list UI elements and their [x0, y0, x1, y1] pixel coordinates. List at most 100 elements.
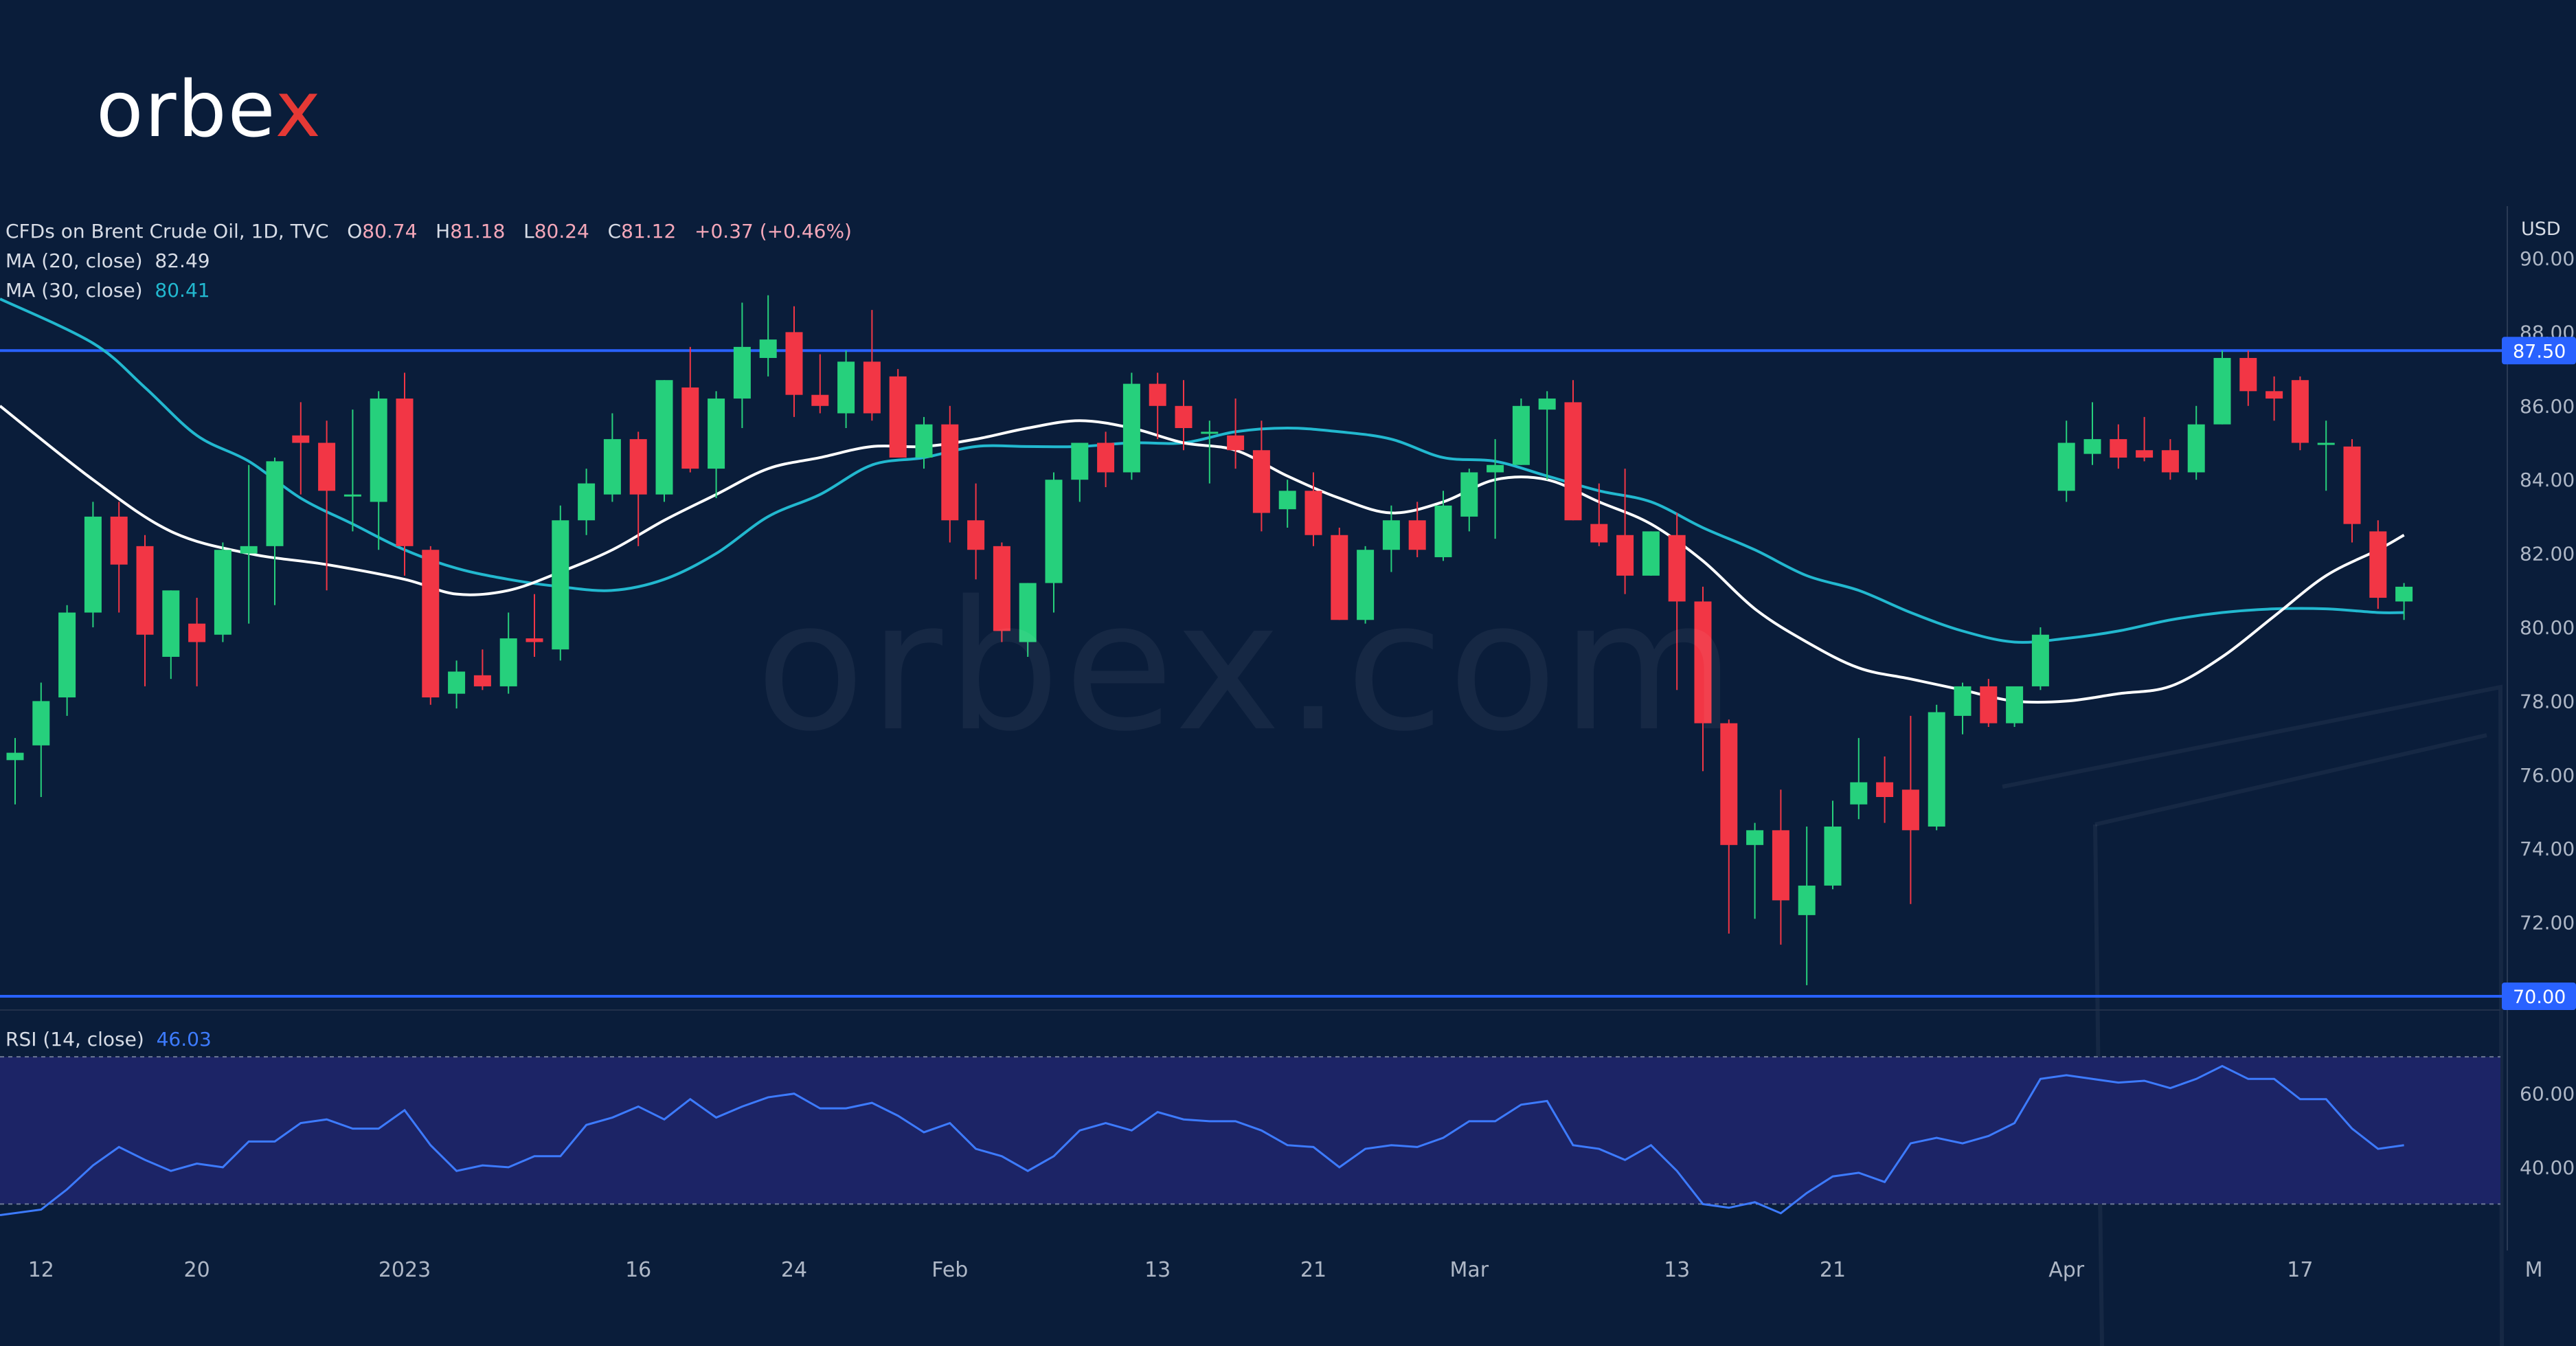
- price-tick-label: 86.00: [2520, 395, 2575, 418]
- change-value: +0.37 (+0.46%): [694, 220, 852, 243]
- close-label: C: [607, 220, 622, 243]
- candle-down: [2343, 439, 2361, 543]
- candle-body: [2110, 439, 2127, 458]
- open-label: O: [347, 220, 363, 243]
- candle-down: [1668, 513, 1686, 691]
- candle-body: [1512, 405, 1530, 465]
- candle-body: [1382, 520, 1400, 550]
- time-axis[interactable]: 12 20 2023 16 24 Feb 13 21 Mar 13 21 Apr 17 M: [28, 1258, 2543, 1282]
- symbol-name: CFDs on Brent Crude Oil, 1D, TVC: [5, 220, 329, 243]
- candle-body: [343, 494, 361, 497]
- time-tick-label: Apr: [2048, 1258, 2085, 1282]
- ma30-label: MA (30, close): [5, 279, 143, 302]
- time-tick-label: 21: [1300, 1258, 1326, 1282]
- candle-body: [1278, 491, 1296, 510]
- symbol-legend[interactable]: CFDs on Brent Crude Oil, 1D, TVC O80.74 …: [5, 220, 852, 243]
- ma30-legend[interactable]: MA (30, close) 80.41: [5, 279, 210, 302]
- open-value: 80.74: [362, 220, 418, 243]
- orbex-logo[interactable]: orbex: [96, 65, 322, 155]
- price-axis[interactable]: USD90.0088.0086.0084.0082.0080.0078.0076…: [0, 206, 2575, 1250]
- rsi-legend[interactable]: RSI (14, close) 46.03: [5, 1028, 212, 1051]
- candle-down: [526, 594, 543, 657]
- candle-up: [2187, 405, 2205, 480]
- rsi-value: 46.03: [156, 1028, 212, 1051]
- logo-x: x: [275, 65, 322, 155]
- time-tick-label: 17: [2287, 1258, 2313, 1282]
- candle-up: [2006, 686, 2024, 727]
- candle-up: [1954, 682, 1971, 734]
- candle-body: [2161, 450, 2179, 473]
- candle-down: [396, 372, 414, 576]
- candle-down: [1694, 586, 1712, 772]
- candle-body: [2031, 634, 2049, 686]
- candle-body: [473, 675, 491, 686]
- candle-body: [915, 424, 933, 458]
- candle-down: [811, 354, 829, 414]
- candle-body: [578, 483, 596, 521]
- candle-down: [2239, 350, 2257, 406]
- candle-body: [110, 516, 128, 565]
- price-tick-label: 78.00: [2520, 690, 2575, 713]
- ma20-legend[interactable]: MA (20, close) 82.49: [5, 249, 210, 272]
- candle-up: [1928, 704, 1945, 831]
- candle-down: [2136, 416, 2154, 462]
- currency-label: USD: [2521, 218, 2561, 240]
- candle-body: [1434, 505, 1452, 557]
- time-tick-label: 16: [625, 1258, 651, 1282]
- high-label: H: [436, 220, 451, 243]
- candle-down: [1175, 380, 1193, 451]
- candle-down: [292, 402, 310, 495]
- candle-up: [915, 416, 933, 469]
- low-value: 80.24: [534, 220, 589, 243]
- candle-body: [2239, 357, 2257, 392]
- candle-down: [785, 306, 803, 417]
- low-label: L: [523, 220, 534, 243]
- candle-up: [370, 391, 387, 550]
- candle-body: [1408, 520, 1426, 550]
- candle-body: [1538, 399, 1556, 410]
- watermark: orbex.com: [756, 563, 1740, 771]
- time-tick-label: 13: [1144, 1258, 1171, 1282]
- rsi-line: [0, 1064, 2404, 1216]
- candle-down: [188, 598, 206, 686]
- candle-down: [1408, 502, 1426, 557]
- candle-up: [1798, 826, 1816, 985]
- candle-body: [448, 671, 466, 694]
- candle-down: [1227, 399, 1245, 469]
- candle-up: [1045, 472, 1063, 613]
- candle-body: [266, 461, 284, 546]
- rsi-label: RSI (14, close): [5, 1028, 144, 1051]
- candle-body: [2136, 450, 2154, 458]
- candle-down: [1772, 789, 1789, 945]
- time-tick-label: 12: [28, 1258, 54, 1282]
- candle-down: [2110, 424, 2127, 469]
- candle-body: [1901, 789, 1919, 831]
- candle-body: [1798, 885, 1816, 915]
- candle-down: [1616, 469, 1634, 594]
- horizontal-levels[interactable]: 87.50 70.00: [0, 337, 2576, 1010]
- candle-down: [889, 369, 907, 458]
- candle-body: [2291, 380, 2309, 443]
- level-label: 70.00: [2513, 987, 2566, 1008]
- candle-body: [1097, 442, 1115, 473]
- candle-body: [1824, 826, 1842, 886]
- candle-down: [1304, 472, 1322, 546]
- rsi-tick-label: 40.00: [2520, 1156, 2575, 1179]
- candle-up: [343, 410, 361, 532]
- candle-body: [708, 399, 725, 469]
- candle-up: [1382, 505, 1400, 572]
- candle-body: [681, 387, 699, 469]
- candle-body: [1980, 686, 1998, 724]
- candle-up: [6, 738, 24, 805]
- candle-body: [2369, 531, 2387, 598]
- time-tick-label: Feb: [931, 1258, 968, 1282]
- candle-body: [2266, 391, 2283, 399]
- candle-body: [1149, 383, 1166, 406]
- ma20-value: 82.49: [155, 249, 210, 272]
- candle-up: [2317, 420, 2335, 491]
- candle-body: [1045, 480, 1063, 583]
- candle-down: [941, 405, 959, 543]
- candle-body: [6, 752, 24, 761]
- candle-body: [1590, 524, 1608, 543]
